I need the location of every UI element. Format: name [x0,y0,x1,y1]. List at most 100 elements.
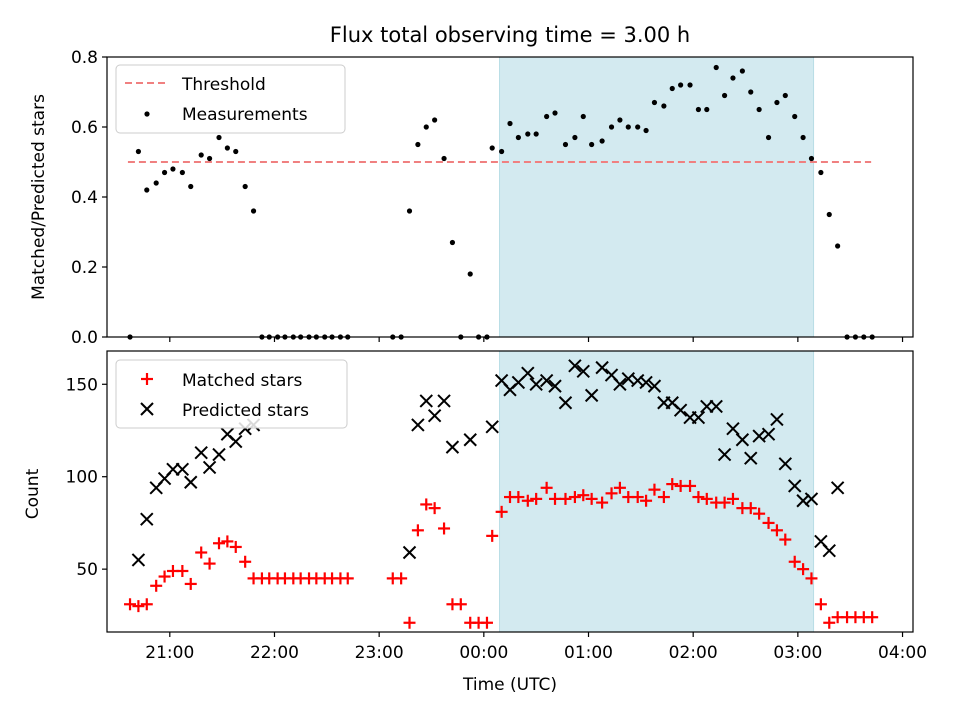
matched-star-point [239,555,252,568]
measurement-point [695,106,702,113]
count-legend: Matched stars Predicted stars [115,359,348,429]
matched-star-point [403,616,416,629]
measurement-point [499,148,505,155]
measurement-point [617,117,623,123]
x-tick-label: 01:00 [564,643,613,663]
predicted-star-point [184,475,198,489]
predicted-star-point [735,433,750,447]
measurement-point [161,169,168,176]
measurement-point [721,92,728,99]
matched-star-point [150,579,163,592]
matched-star-point [495,505,508,518]
predicted-star-point [673,403,688,417]
measurement-point [651,99,658,106]
measurement-point [765,134,772,141]
matched-star-point [341,572,354,585]
matched-star-point [124,598,137,611]
matched-star-point [176,564,189,577]
ratio-y-tick-label: 0.8 [71,48,98,68]
count-legend-box [115,359,348,429]
matched-star-point [438,522,451,535]
measurement-point [678,82,684,88]
count-y-tick-label: 150 [66,375,98,395]
matched-star-point [395,572,408,585]
predicted-star-point [830,481,845,495]
count-y-tick-label: 100 [66,468,98,488]
predicted-star-point [529,377,543,391]
x-tick-label: 03:00 [773,643,822,663]
predicted-star-point [419,394,433,408]
measurement-point [188,183,194,190]
predicted-star-point [437,394,451,408]
matched-star-point [788,555,801,568]
predicted-star-point [548,379,562,393]
count-x-axis: 21:00 22:00 23:00 00:00 01:00 02:00 03:00 04:00 [145,632,927,663]
matched-star-point [577,489,590,502]
matched-star-point [540,481,553,494]
ratio-x-axis [169,337,904,342]
predicted-star-point [212,447,226,462]
matched-stars-series [124,478,879,629]
x-tick-label: 21:00 [145,643,194,663]
chart-title: Flux total observing time = 3.00 h [330,23,690,47]
matched-star-point [521,494,534,507]
measurement-point [608,124,615,130]
matched-star-point [213,537,226,550]
predicted-star-point [788,479,802,493]
x-axis-label: Time (UTC) [462,675,557,695]
measurement-point [179,169,185,176]
matched-star-point [530,492,543,505]
threshold-legend-label: Threshold [181,75,266,95]
matched-star-point [700,492,713,505]
ratio-y-tick-label: 0.0 [71,328,98,348]
predicted-star-point [411,418,425,432]
measurement-point [562,141,569,148]
measurement-point [544,113,550,120]
measurement-point [250,208,257,214]
matched-star-point [428,502,441,515]
measurement-point [800,134,806,141]
matched-star-point [744,502,757,515]
observing-window-bottom [499,350,815,633]
observing-window-band [499,56,815,338]
matched-legend-swatch [141,373,153,385]
matched-star-point [631,491,644,504]
predicted-star-point [822,543,836,558]
matched-star-point [797,563,810,576]
matched-legend-label: Matched stars [182,371,302,391]
matched-star-point [779,533,792,546]
measurement-point [216,134,222,141]
measurement-point [525,131,531,137]
measurement-point [423,124,429,130]
predicted-star-point [558,396,573,410]
measurement-point [552,110,558,116]
matched-star-point [762,516,775,529]
measurement-point [835,243,841,249]
x-tick-label: 02:00 [669,643,718,663]
measurement-point [580,113,586,120]
predicted-star-point [229,434,243,449]
x-tick-label: 22:00 [250,643,299,663]
predicted-star-point [595,360,609,375]
measurement-point [774,99,780,106]
predicted-star-point [726,421,740,436]
predicted-star-point [175,462,190,477]
matched-star-point [454,598,467,611]
matched-star-point [823,616,836,629]
matched-star-point [549,492,562,505]
count-y-label: Count [23,468,43,519]
measurement-point [782,92,788,99]
matched-star-point [568,491,581,504]
matched-star-point [195,546,208,559]
measurement-point [135,148,142,155]
measurement-point [687,82,693,88]
matched-star-point [805,572,818,585]
predicted-star-point [647,379,662,393]
matched-star-point [770,524,783,537]
matched-star-point [411,524,424,537]
measurements-legend-swatch [144,111,150,117]
predicted-star-point [521,366,535,380]
predicted-star-point [691,410,706,425]
predicted-star-point [709,399,723,414]
predicted-star-point [796,494,810,508]
